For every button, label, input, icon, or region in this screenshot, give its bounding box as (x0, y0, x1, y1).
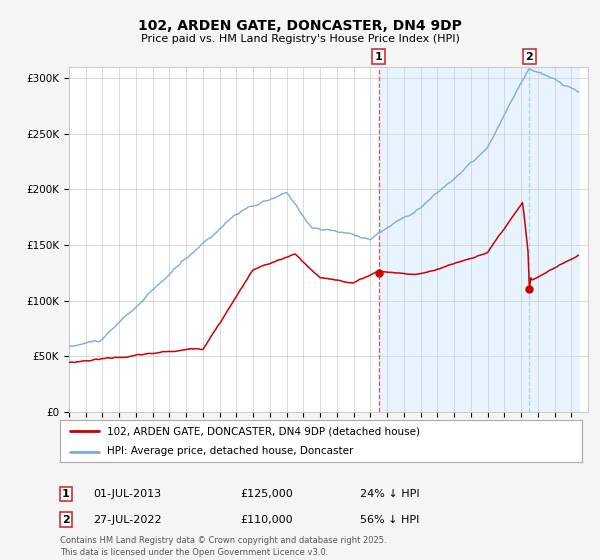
Text: Contains HM Land Registry data © Crown copyright and database right 2025.
This d: Contains HM Land Registry data © Crown c… (60, 536, 386, 557)
Text: 27-JUL-2022: 27-JUL-2022 (93, 515, 161, 525)
Text: £110,000: £110,000 (240, 515, 293, 525)
Text: 56% ↓ HPI: 56% ↓ HPI (360, 515, 419, 525)
Text: 2: 2 (526, 52, 533, 62)
Text: 24% ↓ HPI: 24% ↓ HPI (360, 489, 419, 499)
Text: 102, ARDEN GATE, DONCASTER, DN4 9DP (detached house): 102, ARDEN GATE, DONCASTER, DN4 9DP (det… (107, 426, 420, 436)
Text: 102, ARDEN GATE, DONCASTER, DN4 9DP: 102, ARDEN GATE, DONCASTER, DN4 9DP (138, 19, 462, 33)
Text: 2: 2 (62, 515, 70, 525)
Text: HPI: Average price, detached house, Doncaster: HPI: Average price, detached house, Donc… (107, 446, 353, 456)
Text: 01-JUL-2013: 01-JUL-2013 (93, 489, 161, 499)
Text: 1: 1 (62, 489, 70, 499)
Text: Price paid vs. HM Land Registry's House Price Index (HPI): Price paid vs. HM Land Registry's House … (140, 34, 460, 44)
Text: £125,000: £125,000 (240, 489, 293, 499)
Text: 1: 1 (375, 52, 383, 62)
Bar (379, 67, 580, 412)
